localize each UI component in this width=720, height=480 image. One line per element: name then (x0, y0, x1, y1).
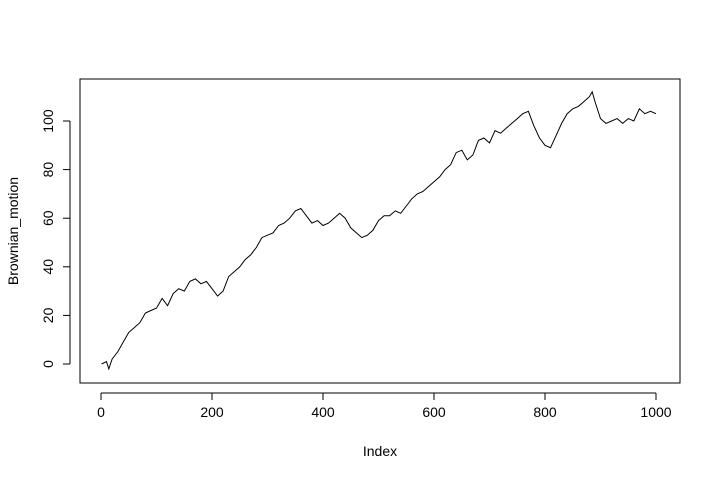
y-tick-label: 60 (40, 210, 56, 226)
y-axis-title: Brownian_motion (5, 177, 21, 285)
x-tick-label: 1000 (640, 404, 671, 420)
x-tick-label: 400 (311, 404, 335, 420)
x-axis-title: Index (363, 443, 397, 459)
x-axis-ticks: 0 200 400 600 800 1000 (97, 393, 672, 420)
x-tick-label: 600 (422, 404, 446, 420)
x-tick-label: 0 (97, 404, 105, 420)
plot-frame (79, 78, 681, 384)
y-tick-label: 100 (40, 109, 56, 133)
brownian-motion-line (101, 90, 657, 371)
y-tick-label: 80 (40, 162, 56, 178)
x-tick-label: 800 (533, 404, 557, 420)
y-tick-label: 20 (40, 307, 56, 323)
x-tick-label: 200 (200, 404, 224, 420)
y-axis-ticks: 0 20 40 60 80 100 (40, 109, 70, 368)
y-tick-label: 40 (40, 259, 56, 275)
y-tick-label: 0 (40, 360, 56, 368)
